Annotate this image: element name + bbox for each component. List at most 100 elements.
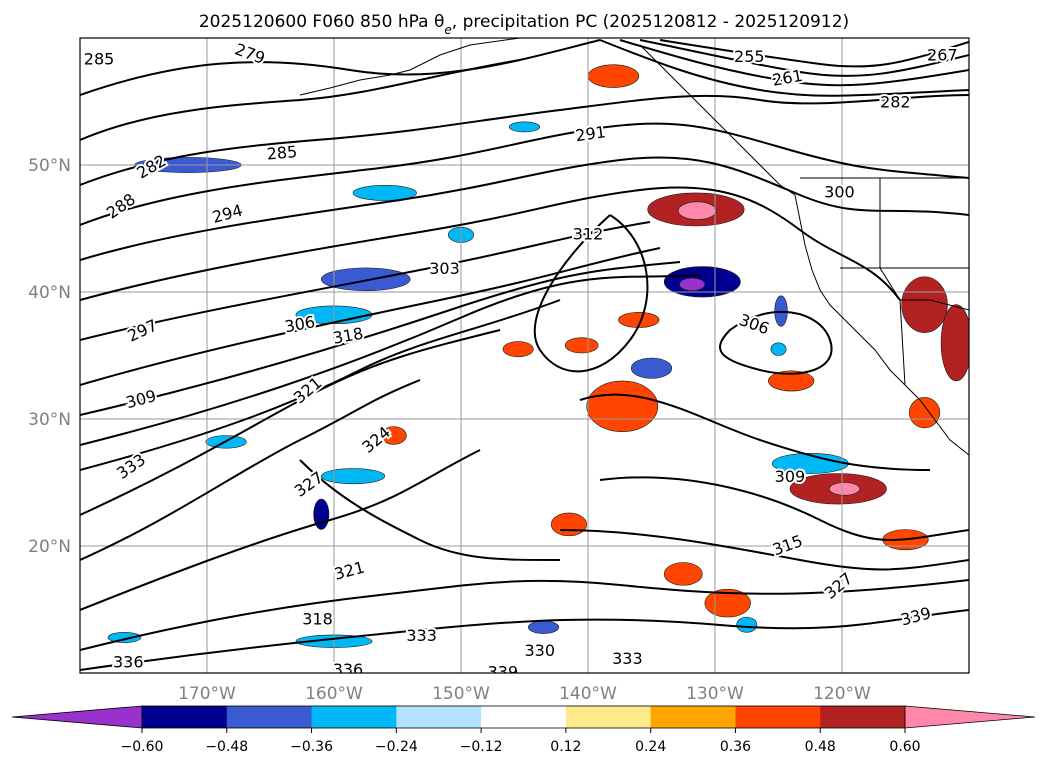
contour-label: 336 xyxy=(113,653,144,672)
contour-line xyxy=(579,393,931,471)
x-tick-label: 140°W xyxy=(559,684,617,704)
contour-line xyxy=(559,529,969,571)
latitude-ticks: 50°N 40°N 30°N 20°N xyxy=(28,156,71,557)
colorbar-bin xyxy=(650,706,736,728)
contour-line xyxy=(599,476,969,541)
precip-patch xyxy=(901,276,948,333)
precip-patch xyxy=(940,304,969,382)
precip-patch xyxy=(630,357,673,379)
contour-label: 285 xyxy=(266,142,298,164)
contour-line xyxy=(80,186,901,301)
contour-line xyxy=(619,39,969,87)
contour-label: 336 xyxy=(333,660,364,679)
state-border xyxy=(899,299,906,386)
x-tick-label: 130°W xyxy=(686,684,744,704)
colorbar-tick-label: 0.12 xyxy=(550,739,581,755)
y-tick-label: 40°N xyxy=(28,283,71,303)
colorbar-bin xyxy=(226,706,313,728)
precip-patch xyxy=(508,121,541,133)
contour-line xyxy=(80,94,969,186)
contour-line xyxy=(80,247,661,386)
colorbar-tick-label: −0.36 xyxy=(290,739,333,755)
contour-label: 318 xyxy=(302,609,333,628)
precip-patch xyxy=(770,342,787,356)
colorbar-tick-label: −0.24 xyxy=(375,739,418,755)
precip-patch xyxy=(663,562,703,586)
contour-line xyxy=(80,609,969,671)
contour-label: 282 xyxy=(880,93,911,112)
precip-patch xyxy=(380,426,407,445)
precip-patch xyxy=(586,380,659,432)
y-tick-label: 20°N xyxy=(28,537,71,557)
colorbar-bin xyxy=(820,706,906,728)
coastlines xyxy=(299,38,969,456)
precip-patch xyxy=(107,632,142,643)
precip-patch xyxy=(320,468,386,485)
contour-line xyxy=(533,214,649,373)
colorbar-tick-label: 0.24 xyxy=(635,739,666,755)
precip-patch xyxy=(768,370,815,392)
contour-line xyxy=(659,39,969,68)
colorbar-bin xyxy=(142,706,228,728)
colorbar-bin xyxy=(396,706,482,728)
precip-patch xyxy=(679,277,706,292)
contour-label: 330 xyxy=(524,641,555,660)
colorbar-tick-label: −0.60 xyxy=(121,739,164,755)
contour-line xyxy=(299,459,561,561)
colorbar-over-arrow xyxy=(904,705,1036,729)
contour-line xyxy=(719,310,833,375)
contour-label: 285 xyxy=(84,49,115,68)
precip-patch xyxy=(528,620,560,634)
colorbar-bin xyxy=(311,706,397,728)
contour-label: 333 xyxy=(612,649,643,668)
coastline-north-america xyxy=(639,44,969,456)
contour-line xyxy=(80,449,481,611)
chart-title: 2025120600 F060 850 hPa θe, precipitatio… xyxy=(199,12,849,37)
coastline-alaska xyxy=(299,38,521,96)
contour-label: 339 xyxy=(488,663,519,682)
y-tick-label: 30°N xyxy=(28,410,71,430)
precip-patch xyxy=(564,337,599,354)
x-tick-label: 120°W xyxy=(813,684,871,704)
contour-label: 303 xyxy=(429,259,460,278)
contour-line xyxy=(80,221,651,341)
precip-patch xyxy=(550,512,588,537)
x-tick-label: 150°W xyxy=(432,684,490,704)
y-tick-label: 50°N xyxy=(28,156,71,176)
precip-patch xyxy=(704,588,751,618)
contour-line xyxy=(80,379,421,561)
precip-patch xyxy=(587,64,640,88)
colorbar-tick-label: 0.48 xyxy=(805,739,836,755)
precip-patch xyxy=(352,185,417,201)
precip-patch xyxy=(909,397,941,429)
contour-label: 300 xyxy=(824,183,855,202)
contour-label: 267 xyxy=(927,46,958,65)
colorbar: −0.60 −0.48 −0.36 −0.24 −0.12 0.12 0.24 0.36 0.4… xyxy=(11,705,1036,755)
contour-line xyxy=(599,39,969,97)
contour-line xyxy=(80,261,681,416)
contour-line xyxy=(80,59,521,141)
precip-patch xyxy=(828,482,861,496)
precip-layer xyxy=(107,64,969,648)
colorbar-tick-label: 0.36 xyxy=(720,739,751,755)
x-tick-label: 170°W xyxy=(178,684,236,704)
colorbar-bin xyxy=(735,706,821,728)
colorbar-under-arrow xyxy=(11,705,143,729)
contour-label: 255 xyxy=(734,47,765,66)
colorbar-bin xyxy=(481,706,567,728)
precip-patch xyxy=(502,341,534,358)
contour-line xyxy=(639,39,969,77)
contour-label: 312 xyxy=(573,225,604,244)
contour-line xyxy=(80,156,969,261)
contour-line xyxy=(80,39,601,96)
precip-patch xyxy=(677,201,717,220)
map-border xyxy=(79,37,970,674)
contour-line xyxy=(80,299,561,471)
colorbar-tick-label: −0.12 xyxy=(460,739,503,755)
colorbar-tick-label: −0.48 xyxy=(205,739,248,755)
colorbar-bin xyxy=(565,706,652,728)
colorbar-tick-label: 0.60 xyxy=(889,739,920,755)
contour-line xyxy=(80,329,501,516)
theta-e-contours xyxy=(80,39,969,671)
